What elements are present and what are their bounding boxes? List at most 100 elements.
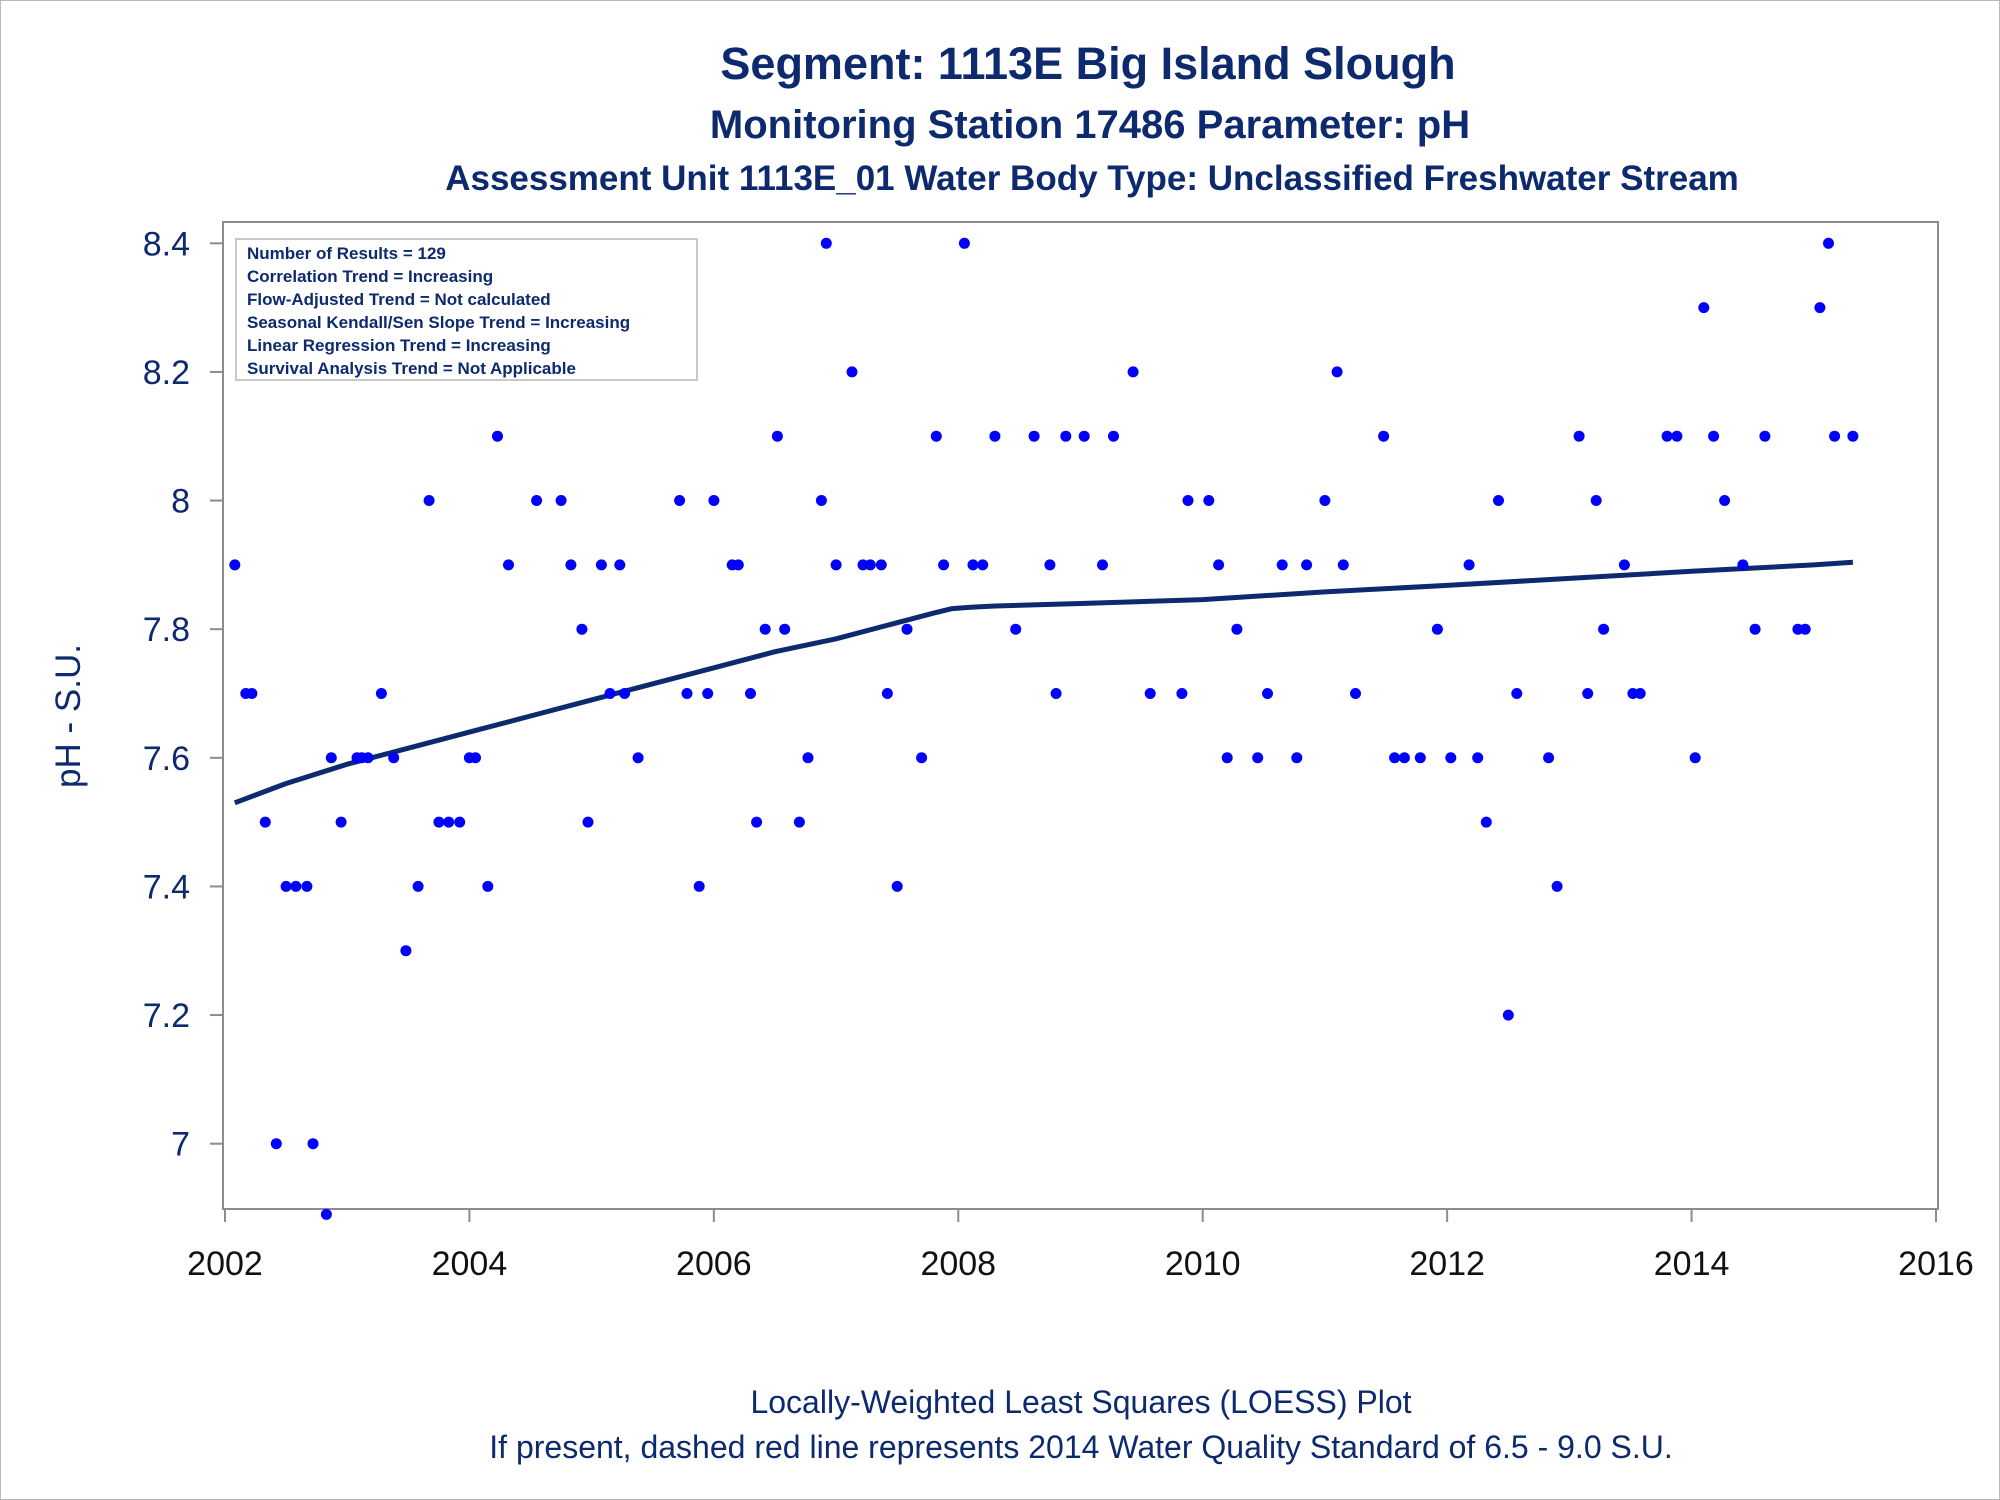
data-point-110 <box>1590 495 1602 506</box>
data-point-59 <box>881 688 893 699</box>
data-point-104 <box>1502 1009 1514 1021</box>
data-point-93 <box>1350 688 1361 699</box>
data-point-109 <box>1582 688 1594 699</box>
data-point-60 <box>891 880 903 892</box>
data-point-4 <box>270 1138 282 1150</box>
y-tick-label-5: 8 <box>171 483 190 521</box>
data-point-121 <box>1737 559 1749 571</box>
data-point-62 <box>916 752 928 764</box>
data-point-69 <box>1010 623 1022 635</box>
x-tick-label-6: 2014 <box>1654 1245 1730 1283</box>
data-point-9 <box>320 1208 332 1220</box>
data-point-97 <box>1414 752 1426 764</box>
x-tick-label-7: 2016 <box>1898 1245 1974 1283</box>
data-point-73 <box>1060 430 1072 442</box>
data-point-89 <box>1301 559 1313 571</box>
data-point-3 <box>259 816 271 828</box>
data-point-36 <box>619 688 631 699</box>
data-point-103 <box>1493 495 1504 506</box>
data-point-15 <box>375 688 387 699</box>
data-point-46 <box>751 816 763 828</box>
footnote-loess: Locally-Weighted Least Squares (LOESS) P… <box>750 1384 1411 1420</box>
data-point-65 <box>958 237 970 249</box>
data-point-30 <box>565 559 577 571</box>
data-point-28 <box>531 495 543 506</box>
data-point-128 <box>1829 430 1841 442</box>
data-point-88 <box>1291 752 1303 764</box>
data-point-44 <box>732 559 744 571</box>
data-point-2 <box>246 688 258 699</box>
x-tick-label-5: 2012 <box>1409 1245 1485 1283</box>
data-point-18 <box>412 880 424 892</box>
data-point-57 <box>864 559 876 571</box>
data-point-119 <box>1708 430 1720 442</box>
y-tick-label-4: 7.8 <box>143 611 190 649</box>
data-point-123 <box>1759 430 1771 442</box>
data-point-72 <box>1050 688 1062 699</box>
data-point-99 <box>1445 752 1457 764</box>
data-point-80 <box>1182 495 1194 506</box>
data-point-125 <box>1799 623 1811 635</box>
data-point-48 <box>771 430 783 442</box>
data-point-61 <box>901 623 913 635</box>
data-point-29 <box>555 495 567 506</box>
data-point-8 <box>307 1138 319 1150</box>
data-point-122 <box>1749 623 1761 635</box>
data-point-33 <box>595 559 607 571</box>
trend-survival-analysis: Survival Analysis Trend = Not Applicable <box>247 359 576 378</box>
data-point-67 <box>977 559 989 571</box>
x-tick-label-4: 2010 <box>1165 1245 1241 1283</box>
data-point-84 <box>1231 623 1243 635</box>
trend-legend-box <box>235 238 698 381</box>
loess-line <box>233 559 1854 806</box>
data-point-27 <box>503 559 514 571</box>
data-point-10 <box>325 752 337 764</box>
data-point-85 <box>1252 752 1264 764</box>
loess-layer <box>233 559 1854 806</box>
data-point-112 <box>1618 559 1630 571</box>
data-point-64 <box>938 559 950 571</box>
points-layer <box>229 237 1859 1220</box>
data-point-95 <box>1389 752 1401 764</box>
data-point-5 <box>280 880 292 892</box>
data-point-86 <box>1262 688 1273 699</box>
data-point-24 <box>470 752 481 764</box>
x-tick-label-2: 2006 <box>676 1245 752 1283</box>
data-point-25 <box>482 880 494 892</box>
y-tick-label-2: 7.4 <box>143 868 190 906</box>
data-point-35 <box>614 559 626 571</box>
x-tick-label-1: 2004 <box>432 1245 508 1283</box>
data-point-83 <box>1221 752 1233 764</box>
data-point-49 <box>779 623 791 635</box>
x-tick-label-0: 2002 <box>187 1245 263 1283</box>
data-point-7 <box>301 880 313 892</box>
data-point-39 <box>681 688 693 699</box>
data-point-37 <box>632 752 644 764</box>
data-point-70 <box>1028 430 1040 442</box>
data-point-126 <box>1814 302 1826 314</box>
data-point-71 <box>1044 559 1056 571</box>
data-point-102 <box>1480 816 1492 828</box>
data-point-108 <box>1573 430 1585 442</box>
chart-subtitle-2: Assessment Unit 1113E_01 Water Body Type… <box>445 159 1739 198</box>
footnote-standard: If present, dashed red line represents 2… <box>489 1429 1672 1465</box>
data-point-117 <box>1689 752 1701 764</box>
data-point-32 <box>582 816 594 828</box>
y-axis: 7 7.2 7.4 7.6 7.8 8 8.2 8.4 <box>143 225 223 1164</box>
data-point-111 <box>1598 623 1610 635</box>
data-point-22 <box>454 816 466 828</box>
data-point-101 <box>1472 752 1484 764</box>
data-point-116 <box>1671 430 1683 442</box>
data-point-74 <box>1078 430 1090 442</box>
data-point-26 <box>492 430 503 442</box>
data-point-127 <box>1823 237 1834 249</box>
data-point-90 <box>1319 495 1331 506</box>
data-point-6 <box>290 880 302 892</box>
data-point-114 <box>1634 688 1646 699</box>
data-point-115 <box>1661 430 1673 442</box>
data-point-79 <box>1176 688 1188 699</box>
data-point-129 <box>1847 430 1859 442</box>
data-point-92 <box>1337 559 1349 571</box>
trend-seasonal-kendall: Seasonal Kendall/Sen Slope Trend = Incre… <box>247 313 630 332</box>
